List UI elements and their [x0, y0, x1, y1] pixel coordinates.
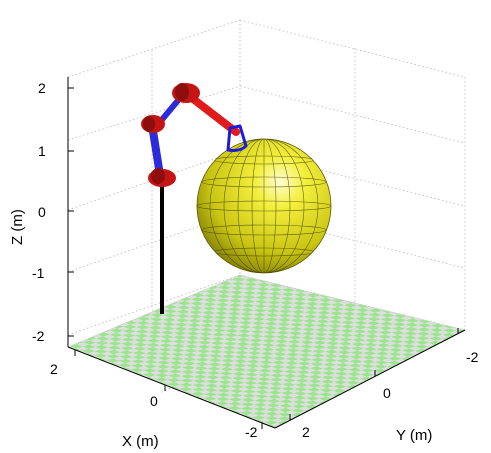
target-sphere [196, 138, 332, 274]
axes [67, 77, 466, 429]
robot-upper-link [148, 121, 164, 179]
robot-joint [141, 115, 165, 133]
x-tick-label: -2 [245, 424, 258, 440]
floor-checkerboard [67, 274, 466, 429]
x-axis-label: X (m) [122, 433, 159, 450]
z-tick-label: -1 [32, 265, 45, 281]
x-tick-label: 2 [50, 361, 58, 377]
y-tick-label: -2 [466, 349, 479, 365]
robot-forearm [184, 91, 240, 136]
robot-joint [172, 83, 200, 103]
y-tick-label: 0 [383, 385, 391, 401]
z-tick-label: 1 [38, 143, 46, 159]
z-tick-label: -2 [32, 328, 45, 344]
z-axis-label: Z (m) [9, 209, 26, 245]
y-tick-label: 2 [302, 424, 310, 440]
robot-joint [148, 168, 176, 187]
x-tick-label: 0 [150, 393, 158, 409]
z-tick-label: 0 [38, 204, 46, 220]
robot-arm [141, 83, 248, 314]
z-tick-label: 2 [38, 80, 46, 96]
y-axis-label: Y (m) [396, 427, 432, 444]
robot-gripper [226, 124, 248, 152]
